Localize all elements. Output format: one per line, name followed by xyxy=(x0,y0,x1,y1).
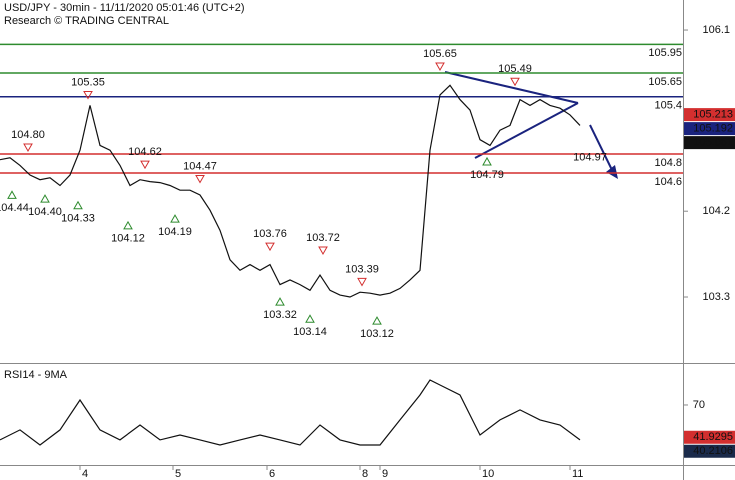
x-tick-label: 4 xyxy=(82,468,88,480)
chart-title: USD/JPY - 30min - 11/11/2020 05:01:46 (U… xyxy=(4,2,245,14)
trendline xyxy=(444,71,579,104)
x-tick-label: 9 xyxy=(382,468,388,480)
x-tick-label: 5 xyxy=(175,468,181,480)
panel-title: RSI14 - 9MA xyxy=(4,369,68,381)
level-label: 105.95 xyxy=(648,47,682,59)
trendline xyxy=(474,102,579,159)
value-box-label: 105.213 xyxy=(693,109,733,121)
target-label: 104.97 xyxy=(573,152,607,164)
swing-high-marker xyxy=(23,143,33,152)
level-label: 105.4 xyxy=(654,100,682,112)
swing-high-marker xyxy=(140,160,150,170)
swing-low-label: 104.79 xyxy=(470,169,504,181)
pattern-drawing xyxy=(444,71,618,179)
y-tick-label: 103.3 xyxy=(702,291,730,303)
swing-high-label: 104.47 xyxy=(183,160,217,172)
swing-low-marker xyxy=(7,190,17,199)
swing-low-marker xyxy=(40,194,50,203)
x-tick-label: 10 xyxy=(482,468,494,480)
arrow-head xyxy=(606,165,618,179)
swing-high-label: 103.72 xyxy=(306,232,340,244)
value-box xyxy=(684,444,735,458)
swing-high-marker xyxy=(83,91,93,100)
price-line xyxy=(0,379,581,446)
forecast-arrow xyxy=(589,124,613,171)
swing-low-label: 103.14 xyxy=(293,326,327,338)
swing-low-marker xyxy=(482,156,492,166)
y-tick-label: 104.2 xyxy=(702,205,730,217)
x-tick-label: 6 xyxy=(269,468,275,480)
x-tick-label: 11 xyxy=(572,468,583,480)
swing-low-marker xyxy=(275,297,285,306)
value-box-label: 105.192 xyxy=(693,123,733,135)
value-box xyxy=(684,430,735,444)
swing-low-marker xyxy=(123,220,133,230)
value-box-label: 41.9295 xyxy=(693,431,733,443)
swing-low-marker xyxy=(372,316,382,325)
price-line xyxy=(0,84,581,298)
swing-high-marker xyxy=(357,277,367,287)
swing-high-marker xyxy=(318,246,328,255)
swing-high-marker xyxy=(265,242,275,252)
swing-low-marker xyxy=(170,214,180,223)
swing-high-label: 105.65 xyxy=(423,48,457,60)
y-tick-label: 70 xyxy=(693,399,705,411)
swing-high-label: 103.76 xyxy=(253,228,287,240)
level-label: 104.6 xyxy=(654,176,682,188)
swing-high-label: 104.62 xyxy=(128,146,162,158)
swing-high-label: 105.49 xyxy=(498,63,532,75)
swing-low-label: 104.44 xyxy=(0,202,29,214)
swing-high-label: 105.35 xyxy=(71,76,105,88)
value-box-label: 105.081 xyxy=(693,137,733,149)
value-box xyxy=(684,136,735,150)
value-box xyxy=(684,108,735,122)
swing-low-label: 103.32 xyxy=(263,309,297,321)
chart-subtitle: Research © TRADING CENTRAL xyxy=(4,15,169,27)
swing-low-label: 104.40 xyxy=(28,206,62,218)
swing-high-label: 103.39 xyxy=(345,263,379,275)
level-label: 104.8 xyxy=(654,157,682,169)
swing-high-marker xyxy=(195,174,205,184)
level-label: 105.65 xyxy=(648,76,682,88)
swing-low-label: 104.12 xyxy=(111,233,145,245)
value-box xyxy=(684,122,735,136)
swing-high-label: 104.80 xyxy=(11,129,45,141)
swing-high-marker xyxy=(435,62,445,71)
swing-low-label: 103.12 xyxy=(360,328,394,340)
value-box-label: 40.2106 xyxy=(693,445,733,457)
swing-low-label: 104.19 xyxy=(158,226,192,238)
x-tick-label: 8 xyxy=(362,468,368,480)
y-tick-label: 106.1 xyxy=(702,24,730,36)
swing-low-marker xyxy=(305,314,315,323)
swing-high-marker xyxy=(510,77,520,87)
swing-low-marker xyxy=(73,200,83,210)
swing-low-label: 104.33 xyxy=(61,213,95,225)
